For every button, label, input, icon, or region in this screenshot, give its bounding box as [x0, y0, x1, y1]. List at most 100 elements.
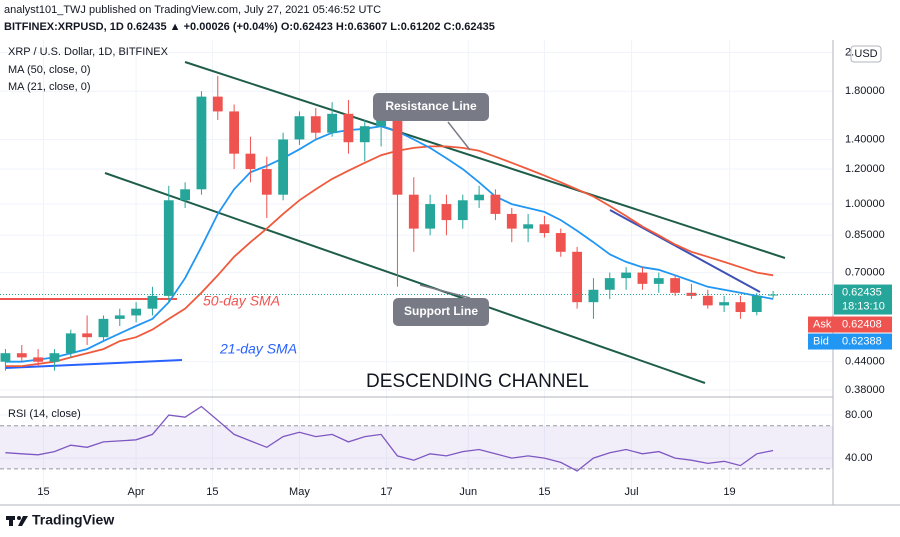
candle-body — [49, 353, 60, 362]
quote: BITFINEX:XRPUSD, 1D 0.62435 ▲ +0.00026 (… — [4, 21, 495, 33]
candle-body — [180, 189, 191, 201]
rsi-legend: RSI (14, close) — [8, 408, 81, 420]
candle-body — [114, 315, 125, 319]
candle-body — [751, 295, 762, 313]
legend-entry: MA (50, close, 0) — [8, 64, 91, 76]
candle-body — [327, 113, 338, 133]
annotation: 21-day SMA — [219, 341, 297, 357]
ma-line — [5, 145, 774, 367]
candle-body — [588, 289, 599, 303]
last-price: 0.62435 — [842, 286, 882, 298]
candle-body — [98, 318, 109, 338]
candle-body — [670, 278, 681, 293]
callout-text: Support Line — [404, 304, 478, 318]
candle-body — [523, 224, 534, 229]
candle-body — [131, 308, 142, 316]
rsi-band — [0, 425, 833, 469]
ask-label: Ask — [813, 318, 832, 330]
candle-body — [33, 357, 44, 362]
byline: analyst101_TWJ published on TradingView.… — [4, 4, 381, 16]
short-trendline — [609, 209, 761, 293]
grid — [0, 40, 833, 500]
brand: TradingView — [32, 512, 114, 528]
x-tick-label: 19 — [723, 486, 735, 498]
annotation: DESCENDING CHANNEL — [366, 371, 589, 392]
callout-box — [393, 298, 489, 326]
candle-body — [457, 200, 468, 221]
currency-badge — [850, 45, 882, 63]
y-tick-label: 0.70000 — [845, 266, 885, 278]
x-tick-label: Jul — [625, 486, 639, 498]
bid-label: Bid — [813, 335, 829, 347]
candle-body — [604, 278, 615, 290]
candle-body — [245, 153, 256, 170]
rsi-tick-label: 80.00 — [845, 409, 873, 421]
candle-body — [768, 294, 779, 296]
callout-pointer — [419, 284, 471, 299]
y-tick-label: 1.80000 — [845, 85, 885, 97]
candle-body — [196, 96, 207, 190]
candle-body — [163, 200, 174, 296]
bid-badge — [808, 333, 892, 350]
x-tick-label: Apr — [128, 486, 145, 498]
bid: 0.62388 — [842, 335, 882, 347]
currency: USD — [854, 48, 877, 60]
x-tick-label: 17 — [380, 486, 392, 498]
annotation: 50-day SMA — [203, 293, 280, 309]
rsi-tick-label: 40.00 — [845, 452, 873, 464]
candle-body — [474, 194, 485, 201]
y-tick-label: 0.85000 — [845, 229, 885, 241]
candle-body — [490, 194, 501, 214]
support-trendline — [104, 172, 706, 384]
ask: 0.62408 — [842, 318, 882, 330]
last-price-badge — [834, 284, 892, 315]
candle-body — [572, 251, 583, 303]
plot — [0, 75, 833, 472]
candle-body — [441, 204, 452, 221]
candle-body — [82, 333, 93, 338]
ma-line — [5, 125, 774, 363]
candle-body — [408, 194, 419, 229]
candle-body — [343, 113, 354, 143]
x-tick-label: 15 — [37, 486, 49, 498]
logo — [6, 516, 28, 526]
candle-body — [621, 272, 632, 279]
candle-body — [294, 116, 305, 140]
y-tick-label: 1.00000 — [845, 198, 885, 210]
candle-body — [16, 353, 27, 358]
y-tick-label: 2. — [845, 47, 854, 59]
candle-body — [735, 302, 746, 313]
candle-body — [310, 116, 321, 133]
resistance-trendline — [184, 61, 786, 259]
x-tick-label: May — [289, 486, 310, 498]
candle-body — [392, 119, 403, 195]
legend-entry: MA (21, close, 0) — [8, 81, 91, 93]
candle-body — [653, 278, 664, 284]
candle-body — [212, 96, 223, 112]
candle-body — [637, 272, 648, 284]
legend-title: XRP / U.S. Dollar, 1D, BITFINEX — [8, 46, 169, 58]
callout-text: Resistance Line — [385, 99, 477, 113]
candle-body — [425, 204, 436, 229]
candle-body — [555, 233, 566, 252]
y-tick-label: 0.44000 — [845, 356, 885, 368]
countdown: 18:13:10 — [842, 300, 885, 312]
y-tick-label: 0.38000 — [845, 384, 885, 396]
candle-body — [0, 353, 11, 362]
candle-body — [229, 111, 240, 154]
candle-body — [686, 292, 697, 296]
callout-pointer — [447, 121, 471, 151]
x-tick-label: Jun — [459, 486, 477, 498]
candle-body — [278, 139, 289, 195]
rsi-line — [5, 405, 774, 472]
sma21-marker-line — [4, 359, 183, 369]
y-tick-label: 1.40000 — [845, 133, 885, 145]
x-tick-label: 15 — [538, 486, 550, 498]
candle-body — [376, 119, 387, 127]
candle-body — [719, 302, 730, 306]
candle-body — [506, 213, 517, 229]
x-tick-label: 15 — [206, 486, 218, 498]
